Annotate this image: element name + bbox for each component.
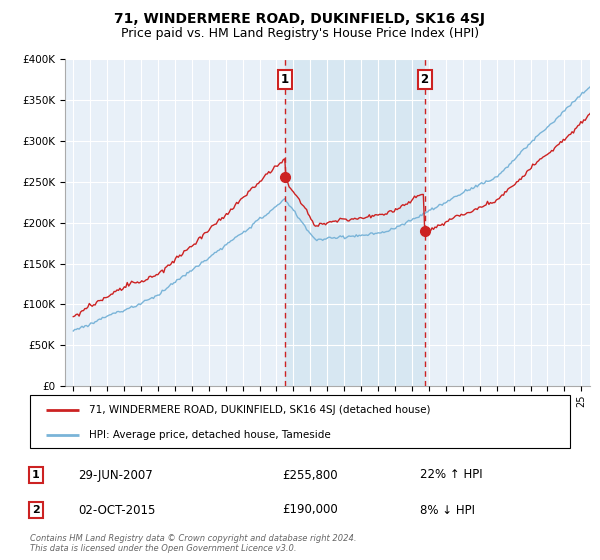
Text: Contains HM Land Registry data © Crown copyright and database right 2024.
This d: Contains HM Land Registry data © Crown c… — [30, 534, 356, 553]
Text: 1: 1 — [32, 470, 40, 480]
Text: £255,800: £255,800 — [282, 469, 338, 482]
Text: 02-OCT-2015: 02-OCT-2015 — [78, 503, 155, 516]
Text: £190,000: £190,000 — [282, 503, 338, 516]
Text: 1: 1 — [281, 73, 289, 86]
Text: 71, WINDERMERE ROAD, DUKINFIELD, SK16 4SJ (detached house): 71, WINDERMERE ROAD, DUKINFIELD, SK16 4S… — [89, 405, 431, 415]
Text: 71, WINDERMERE ROAD, DUKINFIELD, SK16 4SJ: 71, WINDERMERE ROAD, DUKINFIELD, SK16 4S… — [115, 12, 485, 26]
Text: 8% ↓ HPI: 8% ↓ HPI — [420, 503, 475, 516]
Text: HPI: Average price, detached house, Tameside: HPI: Average price, detached house, Tame… — [89, 430, 331, 440]
Text: 22% ↑ HPI: 22% ↑ HPI — [420, 469, 482, 482]
Text: 2: 2 — [421, 73, 429, 86]
Text: Price paid vs. HM Land Registry's House Price Index (HPI): Price paid vs. HM Land Registry's House … — [121, 27, 479, 40]
Bar — [285, 59, 425, 386]
Text: 2: 2 — [32, 505, 40, 515]
Text: 29-JUN-2007: 29-JUN-2007 — [78, 469, 153, 482]
